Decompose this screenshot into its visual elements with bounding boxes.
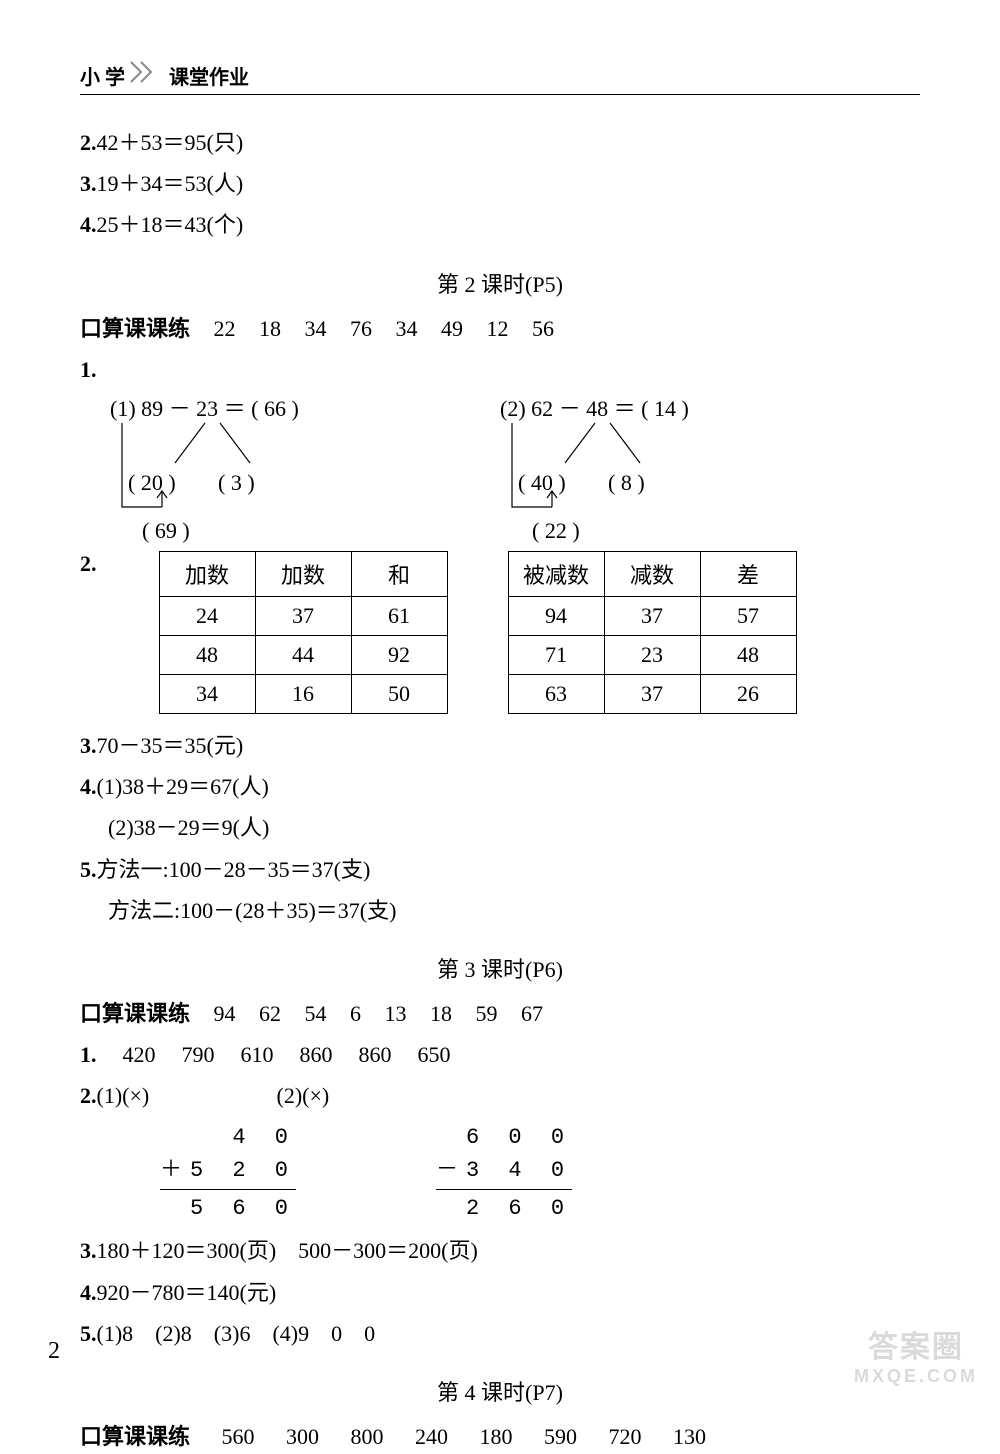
lesson3-kousuan: 口算课课练 94 62 54 6 13 18 59 67 [80, 996, 920, 1031]
item-num: 4. [80, 212, 97, 237]
lesson2-kousuan: 口算课课练 22 18 34 76 34 49 12 56 [80, 311, 920, 346]
lesson4-title: 第 4 课时(P7) [80, 1375, 920, 1407]
kousuan-label: 口算课课练 [80, 316, 190, 341]
lesson2-q1: 1. (1) 89 － 23 ＝ ( 66 ) ( 20 ) ( 3 ) ( 6… [80, 352, 920, 541]
top-answers: 2.42＋53＝95(只) 3.19＋34＝53(人) 4.25＋18＝43(个… [80, 125, 920, 243]
subtraction-table: 被减数 减数 差 943757 712348 633726 [508, 551, 797, 714]
lesson2-title: 第 2 课时(P5) [80, 267, 920, 299]
addition-table: 加数 加数 和 243761 484492 341650 [159, 551, 448, 714]
watermark-top: 答案圈 [854, 1322, 978, 1366]
lesson2-q2: 2. 加数 加数 和 243761 484492 341650 被减数 减数 差… [80, 551, 920, 714]
vertical-calcs: 4 0 ＋5 2 0 5 6 0 6 0 0 －3 4 0 2 6 0 [160, 1121, 920, 1225]
watermark: 答案圈 MXQE.COM [854, 1322, 978, 1387]
lesson3-title: 第 3 课时(P6) [80, 952, 920, 984]
chevrons-icon [129, 60, 163, 90]
lesson3-q2: 2.(1)(×)(2)(×) [80, 1078, 920, 1113]
decomp-diagram-2: (2) 62 － 48 ＝ ( 14 ) ( 40 ) ( 8 ) ( 22 ) [470, 391, 770, 541]
page-header: 小 学 课堂作业 [80, 60, 920, 95]
item-text: 25＋18＝43(个) [97, 212, 244, 237]
header-right: 课堂作业 [169, 61, 249, 90]
decomp-diagram-1: (1) 89 － 23 ＝ ( 66 ) ( 20 ) ( 3 ) ( 69 ) [80, 391, 380, 541]
vert-calc-1: 4 0 ＋5 2 0 5 6 0 [160, 1121, 296, 1225]
item-num: 2. [80, 130, 97, 155]
lesson2-rest: 3.70－35＝35(元) 4.(1)38＋29＝67(人) (2)38－29＝… [80, 728, 920, 928]
lesson4-kousuan: 口算课课练 560 300 800 240 180 590 720 130 [80, 1419, 920, 1454]
item-text: 19＋34＝53(人) [97, 171, 244, 196]
watermark-bottom: MXQE.COM [854, 1366, 978, 1387]
item-num: 3. [80, 171, 97, 196]
page-number: 2 [48, 1338, 60, 1365]
header-left: 小 学 [80, 61, 125, 90]
vert-calc-2: 6 0 0 －3 4 0 2 6 0 [436, 1121, 572, 1225]
item-text: 42＋53＝95(只) [97, 130, 244, 155]
lesson3-q1: 1.420790610860860650 [80, 1037, 920, 1072]
q1-label: 1. [80, 357, 97, 382]
q2-label: 2. [80, 551, 97, 577]
